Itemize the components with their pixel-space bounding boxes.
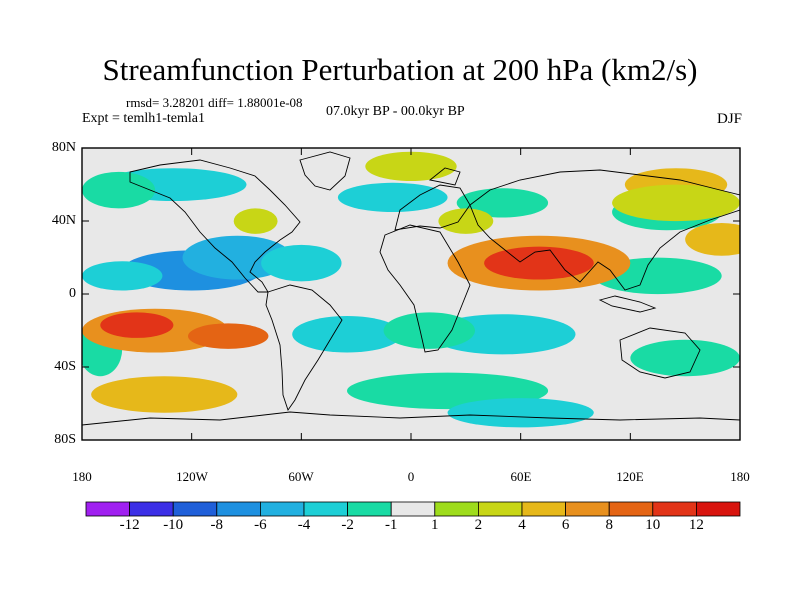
- colorbar-label: 1: [431, 517, 439, 533]
- colorbar-swatch: [608, 501, 654, 517]
- rmsd-diff-stats: rmsd= 3.28201 diff= 1.88001e-08: [126, 95, 303, 110]
- colorbar-swatch: [390, 501, 436, 517]
- colorbar-label: 8: [605, 517, 613, 533]
- lon-label-60e: 60E: [510, 469, 532, 484]
- colorbar-swatch: [172, 501, 218, 517]
- colorbar-swatch: [216, 501, 261, 517]
- field-contour-region: [365, 151, 457, 181]
- colorbar-swatch: [347, 501, 392, 517]
- colorbar-swatch: [259, 501, 305, 517]
- colorbar-label: -2: [341, 517, 354, 533]
- colorbar-swatch: [434, 501, 479, 517]
- colorbar-swatch: [477, 501, 523, 517]
- field-contour-region: [233, 208, 278, 234]
- colorbar-label: 4: [518, 517, 526, 533]
- field-contour-region: [685, 222, 740, 256]
- colorbar-label: -4: [297, 517, 311, 533]
- colorbar-swatch: [652, 501, 697, 517]
- field-contour-region: [438, 208, 494, 234]
- lat-label-80s: 80S: [54, 432, 76, 447]
- field-contour-region: [261, 244, 342, 282]
- field-contour-region: [100, 312, 174, 338]
- period-label: 07.0kyr BP - 00.0kyr BP: [326, 104, 465, 119]
- lon-label-0: 0: [407, 469, 415, 484]
- lat-label-40n: 40N: [51, 213, 76, 228]
- field-contour-region: [82, 171, 156, 209]
- field-contour-region: [82, 261, 163, 291]
- lat-label-eq: 0: [69, 286, 76, 301]
- season-label: DJF: [716, 111, 742, 127]
- colorbar-label: -8: [210, 517, 224, 533]
- lat-label-80n: 80N: [51, 140, 76, 155]
- field-contour-region: [447, 398, 594, 428]
- lat-label-40s: 40S: [54, 359, 76, 374]
- colorbar-label: -1: [384, 517, 398, 533]
- lon-label-180w: 180: [72, 469, 92, 484]
- coastlines: [82, 151, 740, 426]
- colorbar-label: -6: [254, 517, 267, 533]
- lon-label-180e: 180: [730, 469, 750, 484]
- field-contour-region: [612, 184, 740, 222]
- field-contour-region: [337, 182, 448, 212]
- field-contour-region: [383, 312, 475, 349]
- field-contour-region: [630, 339, 740, 377]
- experiment-label: Expt = temlh1-temla1: [82, 111, 205, 126]
- lon-label-120e: 120E: [616, 469, 644, 484]
- plot-title: Streamfunction Perturbation at 200 hPa (…: [102, 52, 698, 87]
- colorbar-label: 2: [474, 517, 483, 533]
- colorbar-label: -10: [163, 517, 184, 533]
- colorbar-label: -12: [119, 517, 140, 533]
- colorbar-swatch: [521, 501, 566, 517]
- colorbar-swatch: [696, 501, 741, 517]
- colorbar-swatch: [129, 501, 174, 517]
- lon-label-60w: 60W: [288, 469, 314, 484]
- colorbar-swatch: [565, 501, 610, 517]
- colorbar-label: 6: [561, 517, 570, 533]
- field-contour-region: [91, 376, 238, 413]
- lon-label-120w: 120W: [176, 469, 208, 484]
- colorbar-swatch: [85, 501, 130, 517]
- colorbar-label: 10: [645, 517, 661, 533]
- colorbar-swatch: [303, 501, 348, 517]
- field-contour-region: [188, 323, 269, 349]
- field-contour-region: [292, 316, 402, 353]
- colorbar-label: 12: [688, 517, 704, 533]
